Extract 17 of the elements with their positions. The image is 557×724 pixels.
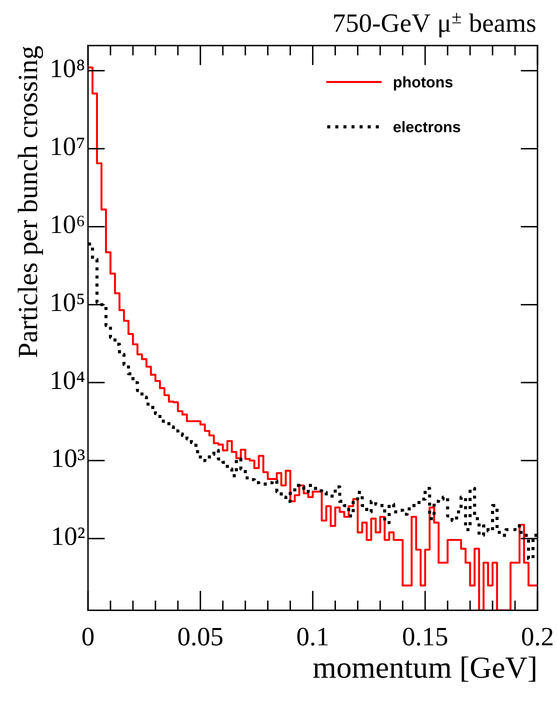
- x-tick-label: 0.1: [297, 628, 328, 646]
- y-tick-label: 10²: [53, 527, 85, 546]
- legend-label: photons: [394, 76, 453, 91]
- y-tick-label: 10⁸: [52, 60, 84, 78]
- y-tick-label: 10⁶: [52, 215, 84, 234]
- chart-title: 750-GeV μ$^{±}$ beams: [334, 12, 536, 38]
- y-tick-label: 10³: [53, 449, 85, 468]
- x-tick-label: 0.05: [178, 628, 222, 646]
- x-tick-label: 0.2: [522, 628, 553, 646]
- y-tick-label: 10⁷: [52, 138, 84, 156]
- y-tick-label: 10⁵: [52, 293, 84, 312]
- x-tick-label: 0: [82, 628, 94, 646]
- y-tick-label: 10⁴: [52, 371, 84, 390]
- x-tick-label: 0.15: [403, 628, 448, 646]
- legend-label: electrons: [394, 121, 460, 132]
- x-axis-title: momentum [GeV]: [313, 656, 536, 682]
- y-axis-title: Particles per bunch crossing: [18, 46, 44, 358]
